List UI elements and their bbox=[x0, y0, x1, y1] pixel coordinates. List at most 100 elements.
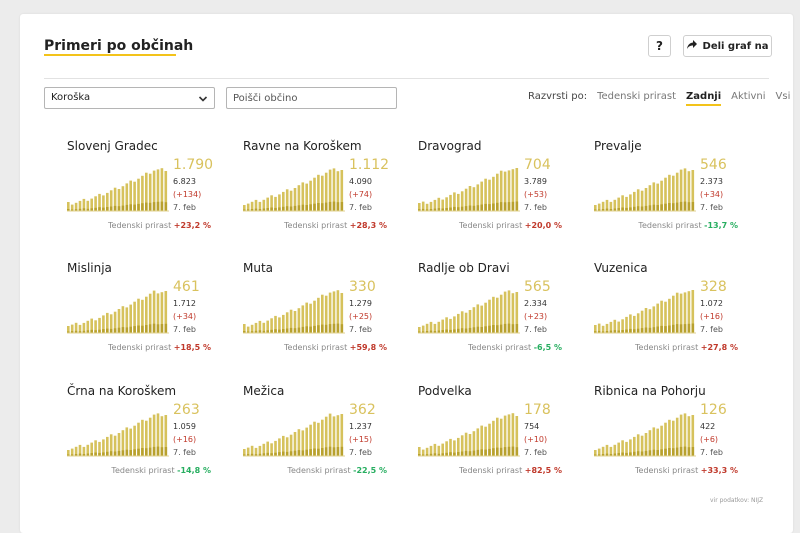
page-title: Primeri po občinah bbox=[44, 38, 194, 54]
trend-bar bbox=[476, 304, 480, 333]
sort-option-all[interactable]: Vsi bbox=[775, 91, 791, 102]
trend-bar-daily bbox=[313, 325, 316, 333]
trend-bar-daily bbox=[472, 205, 476, 211]
trend-bar bbox=[164, 291, 168, 333]
trend-bar-daily bbox=[468, 205, 472, 211]
trend-bar bbox=[145, 172, 148, 211]
trend-bar-daily bbox=[511, 324, 515, 333]
trend-bar bbox=[441, 319, 444, 333]
trend-bar-daily bbox=[613, 330, 617, 333]
trend-bar-daily bbox=[332, 201, 336, 211]
trend-bar bbox=[460, 191, 464, 211]
trend-bar-daily bbox=[652, 204, 656, 211]
trend-bar bbox=[480, 181, 483, 211]
trend-bar-daily bbox=[496, 447, 499, 456]
trend-bar-daily bbox=[164, 447, 168, 456]
sort-option-weekly-growth[interactable]: Tedenski prirast bbox=[597, 91, 677, 102]
trend-bar-daily bbox=[152, 202, 156, 211]
active-cases: 1.279 bbox=[349, 299, 372, 308]
trend-bar bbox=[691, 170, 695, 211]
trend-bar-daily bbox=[629, 452, 632, 456]
trend-bar bbox=[148, 293, 152, 333]
trend-bar bbox=[648, 309, 652, 333]
trend-bar bbox=[332, 168, 336, 211]
trend-bar-daily bbox=[437, 330, 441, 333]
municipality-panel: Radlje ob Dravi 565 2.334 (+23) 7. feb Tedens… bbox=[418, 261, 588, 371]
municipality-panel: Prevalje 546 2.373 (+34) 7. feb Tedenski prir… bbox=[594, 139, 764, 249]
trend-bar bbox=[82, 198, 86, 211]
trend-bar-daily bbox=[609, 330, 613, 333]
last-date: 7. feb bbox=[524, 203, 547, 212]
sort-option-active[interactable]: Aktivni bbox=[731, 91, 766, 102]
trend-bar bbox=[94, 320, 97, 333]
trend-bar-daily bbox=[266, 208, 269, 211]
trend-bar bbox=[511, 293, 515, 333]
trend-bar bbox=[141, 175, 144, 211]
trend-mini-chart bbox=[418, 413, 520, 457]
trend-bar bbox=[90, 442, 93, 456]
trend-bar bbox=[429, 321, 433, 333]
trend-bar-daily bbox=[328, 201, 332, 211]
trend-bar-daily bbox=[141, 203, 144, 211]
trend-bar-daily bbox=[117, 327, 121, 333]
trend-bar-daily bbox=[648, 450, 652, 456]
sort-option-latest[interactable]: Zadnji bbox=[686, 91, 722, 106]
municipality-search-input[interactable] bbox=[226, 87, 397, 109]
daily-delta: (+23) bbox=[524, 312, 548, 321]
trend-bar-daily bbox=[476, 449, 480, 456]
trend-bar-daily bbox=[597, 330, 601, 333]
trend-bar bbox=[492, 296, 495, 333]
daily-delta: (+16) bbox=[700, 312, 724, 321]
trend-bar-daily bbox=[317, 203, 320, 211]
trend-bar bbox=[305, 427, 308, 456]
trend-bar bbox=[305, 183, 308, 211]
share-button[interactable]: Deli graf na bbox=[683, 35, 772, 57]
trend-bar-daily bbox=[293, 205, 297, 211]
trend-bar bbox=[472, 187, 476, 211]
trend-bar-daily bbox=[515, 201, 519, 211]
weekly-growth-value: +20,0 % bbox=[524, 221, 562, 230]
trend-bar bbox=[609, 321, 613, 333]
trend-bar bbox=[437, 321, 441, 333]
region-select[interactable]: Koroška bbox=[44, 87, 215, 109]
weekly-growth-value: -6,5 % bbox=[533, 343, 562, 352]
trend-bar bbox=[664, 422, 667, 456]
trend-bar-daily bbox=[683, 446, 687, 456]
trend-bar bbox=[324, 295, 328, 333]
trend-bar bbox=[640, 310, 644, 333]
trend-bar bbox=[336, 171, 340, 211]
trend-bar bbox=[597, 203, 601, 211]
trend-mini-chart bbox=[67, 290, 169, 334]
trend-bar-daily bbox=[605, 331, 609, 333]
trend-bar-daily bbox=[74, 330, 78, 333]
trend-bar bbox=[254, 447, 258, 456]
trend-bar bbox=[457, 437, 460, 456]
trend-bar bbox=[125, 427, 129, 456]
trend-bar-daily bbox=[613, 208, 617, 211]
daily-delta: (+6) bbox=[700, 435, 719, 444]
weekly-growth: Tedenski prirast +33,3 % bbox=[594, 466, 738, 475]
trend-bar-daily bbox=[476, 326, 480, 333]
weekly-growth-value: +82,5 % bbox=[524, 466, 562, 475]
municipality-name: Mislinja bbox=[67, 261, 112, 275]
trend-bar bbox=[152, 170, 156, 211]
trend-bar-daily bbox=[321, 324, 324, 333]
trend-bar-daily bbox=[156, 446, 160, 456]
sort-controls: Razvrsti po: Tedenski prirast Zadnji Akt… bbox=[528, 91, 790, 106]
trend-bar bbox=[484, 178, 487, 211]
trend-bar bbox=[117, 433, 121, 456]
weekly-growth-label: Tedenski prirast bbox=[284, 221, 348, 230]
trend-bar bbox=[648, 430, 652, 456]
help-button[interactable]: ? bbox=[648, 35, 671, 57]
municipality-name: Podvelka bbox=[418, 384, 472, 398]
trend-bar-daily bbox=[597, 454, 601, 456]
trend-bar-daily bbox=[480, 204, 483, 211]
sort-label: Razvrsti po: bbox=[528, 91, 588, 102]
last-date: 7. feb bbox=[700, 448, 723, 457]
trend-bar-daily bbox=[90, 329, 93, 333]
trend-bar-daily bbox=[672, 203, 675, 211]
trend-bar bbox=[433, 199, 437, 211]
trend-bar-daily bbox=[86, 330, 90, 333]
trend-bar-daily bbox=[301, 204, 305, 211]
trend-bar bbox=[74, 202, 78, 211]
